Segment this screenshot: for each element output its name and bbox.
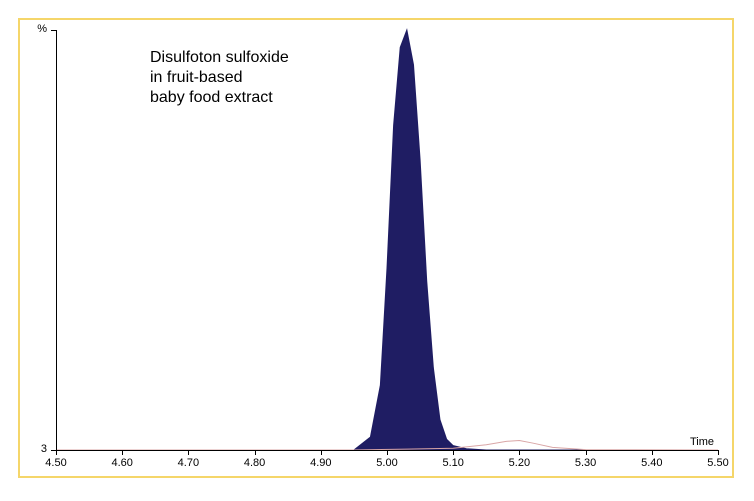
x-tick-label: 4.80 [244,457,265,469]
x-tick [321,450,322,455]
x-tick-label: 4.50 [45,457,66,469]
x-tick [519,450,520,455]
x-tick-label: 4.70 [178,457,199,469]
chart-title: Disulfoton sulfoxide in fruit-based baby… [150,48,289,108]
x-tick-label: 4.60 [111,457,132,469]
y-tick-label: % [29,23,47,35]
y-tick [51,30,56,31]
x-tick-label: 5.20 [509,457,530,469]
x-tick [453,450,454,455]
x-tick [122,450,123,455]
x-tick [188,450,189,455]
x-tick-label: 5.00 [376,457,397,469]
y-axis-line [56,30,57,450]
x-tick [586,450,587,455]
x-tick [387,450,388,455]
title-line-2: in fruit-based [150,68,289,88]
x-tick [255,450,256,455]
x-tick [718,450,719,455]
x-tick-label: 5.40 [641,457,662,469]
x-tick-label: 5.10 [442,457,463,469]
x-tick [652,450,653,455]
x-tick-label: 4.90 [310,457,331,469]
title-line-1: Disulfoton sulfoxide [150,48,289,68]
x-tick-label: 5.30 [575,457,596,469]
x-axis-title: Time [690,436,714,448]
x-tick-label: 5.50 [707,457,728,469]
y-tick [51,450,56,451]
y-tick-label: 3 [29,443,47,455]
title-line-3: baby food extract [150,88,289,108]
x-tick [56,450,57,455]
